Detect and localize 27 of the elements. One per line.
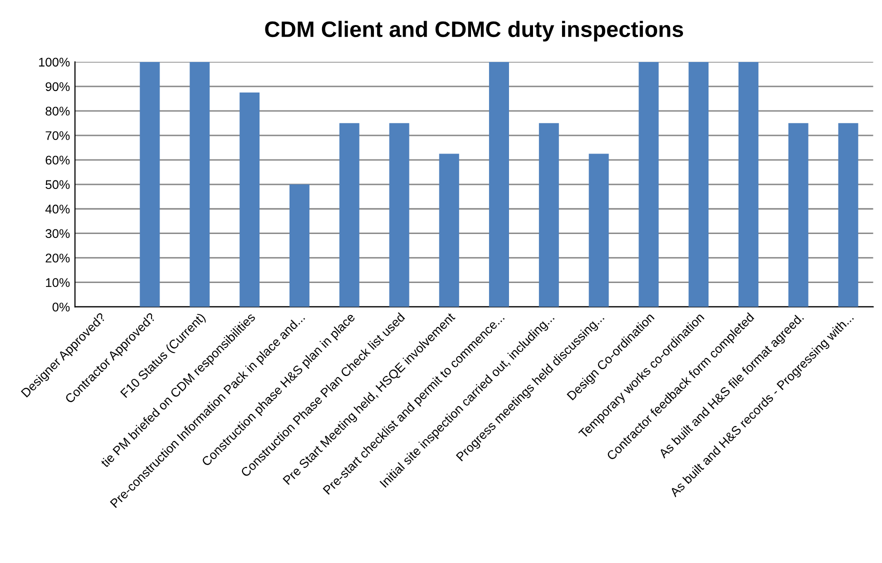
y-tick-label: 10% — [46, 278, 70, 287]
y-tick-label: 20% — [46, 254, 70, 263]
bar — [489, 62, 509, 307]
bar — [638, 62, 659, 307]
bar — [240, 92, 260, 307]
y-tick-label: 0% — [52, 302, 70, 312]
bar — [738, 62, 758, 307]
y-tick-label: 80% — [46, 106, 70, 116]
y-tick-label: 40% — [45, 204, 70, 214]
bar — [289, 184, 310, 307]
bar — [339, 123, 360, 307]
y-tick-label: 30% — [46, 229, 70, 238]
y-tick-label: 90% — [46, 82, 70, 92]
bar — [788, 123, 808, 307]
bar — [688, 62, 709, 307]
bar — [439, 154, 460, 307]
y-tick-label: 50% — [46, 180, 70, 190]
bar — [588, 154, 609, 307]
bar — [838, 123, 858, 307]
y-tick-label: 60% — [46, 156, 70, 165]
bar — [538, 123, 559, 307]
chart-title: CDM Client and CDMC duty inspections — [265, 20, 684, 42]
bar — [190, 62, 210, 307]
y-tick-label: 70% — [46, 131, 70, 140]
y-tick-label: 100% — [39, 58, 70, 67]
bar — [389, 123, 410, 307]
bar — [140, 62, 160, 307]
